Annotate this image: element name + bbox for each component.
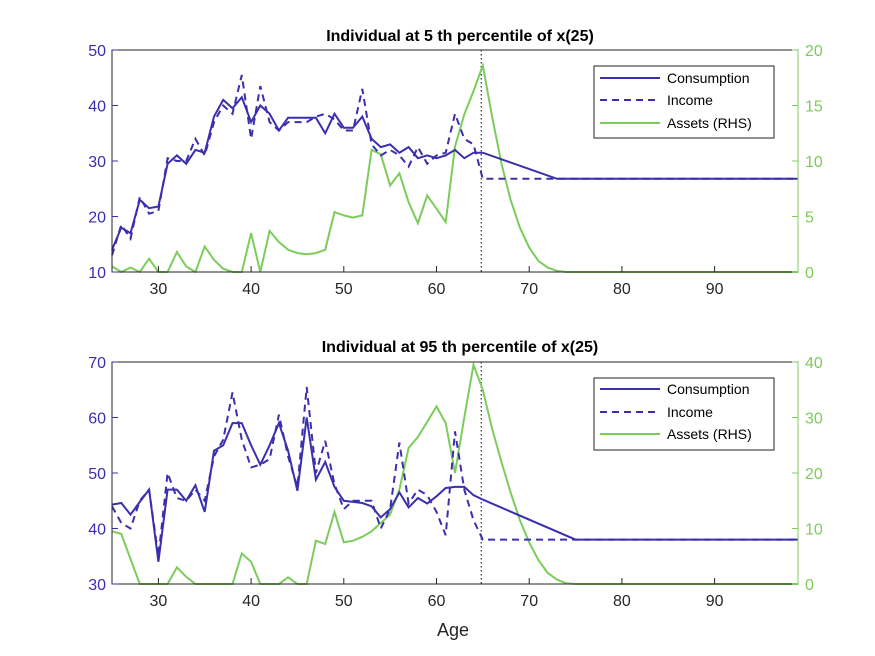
subplot-top-x-tick-label: 30 [150, 281, 168, 298]
subplot-top-left-tick-label: 40 [88, 99, 106, 116]
subplot-bottom-x-tick-label: 90 [706, 593, 724, 610]
subplot-top-left-axis: 10 20 30 40 50 [88, 43, 118, 282]
subplot-top-right-tick-label: 5 [805, 210, 814, 227]
subplot-bottom: Individual at 95 th percentile of x(25) … [88, 339, 823, 640]
subplot-top-x-tick-label: 50 [335, 281, 353, 298]
subplot-bottom-right-tick-label: 0 [805, 577, 814, 594]
subplot-bottom-left-tick-label: 50 [88, 466, 106, 483]
subplot-top-consumption-series [111, 95, 798, 251]
subplot-bottom-legend: Consumption Income Assets (RHS) [593, 377, 775, 451]
subplot-top-right-tick-label: 10 [805, 154, 823, 171]
subplot-top-left-tick-label: 10 [88, 265, 106, 282]
subplot-bottom-legend-assets-label: Assets (RHS) [667, 426, 752, 442]
subplot-bottom-right-tick-label: 40 [805, 355, 823, 372]
subplot-top-x-ticks: 30 40 50 60 70 80 90 [150, 266, 724, 298]
subplot-bottom-consumption-series [111, 417, 798, 562]
subplot-top-x-tick-label: 40 [242, 281, 260, 298]
subplot-top-x-tick-label: 70 [520, 281, 538, 298]
subplot-top-assets-series [111, 61, 798, 274]
subplot-top: Individual at 5 th percentile of x(25) 3… [88, 28, 823, 298]
subplot-top-plot-lines [111, 50, 798, 274]
subplot-bottom-legend-consumption-label: Consumption [667, 381, 750, 397]
subplot-bottom-left-tick-label: 30 [88, 577, 106, 594]
subplot-bottom-legend-income-label: Income [667, 404, 713, 420]
subplot-bottom-x-tick-label: 30 [150, 593, 168, 610]
subplot-top-right-axis: 0 5 10 15 20 [792, 43, 823, 282]
subplot-top-x-tick-label: 60 [428, 281, 446, 298]
subplot-bottom-x-tick-label: 50 [335, 593, 353, 610]
subplot-bottom-left-tick-label: 60 [88, 411, 106, 428]
subplot-bottom-left-axis: 30 40 50 60 70 [88, 355, 118, 594]
subplot-top-x-tick-label: 80 [613, 281, 631, 298]
subplot-top-left-tick-label: 20 [88, 210, 106, 227]
subplot-top-left-tick-label: 30 [88, 154, 106, 171]
subplot-bottom-right-axis: 0 10 20 30 40 [792, 355, 823, 594]
subplot-top-legend: Consumption Income Assets (RHS) [593, 65, 775, 139]
subplot-bottom-left-tick-label: 70 [88, 355, 106, 372]
subplot-top-x-tick-label: 90 [706, 281, 724, 298]
subplot-bottom-right-tick-label: 10 [805, 522, 823, 539]
subplot-bottom-income-series [111, 386, 798, 557]
subplot-top-right-tick-label: 15 [805, 99, 823, 116]
subplot-bottom-right-tick-label: 20 [805, 466, 823, 483]
subplot-top-left-tick-label: 50 [88, 43, 106, 60]
subplot-bottom-x-tick-label: 60 [428, 593, 446, 610]
subplot-bottom-plot-lines [111, 360, 798, 585]
subplot-bottom-right-tick-label: 30 [805, 411, 823, 428]
subplot-top-title: Individual at 5 th percentile of x(25) [326, 28, 594, 45]
subplot-top-right-tick-label: 0 [805, 265, 814, 282]
subplot-top-right-tick-label: 20 [805, 43, 823, 60]
subplot-bottom-title: Individual at 95 th percentile of x(25) [322, 339, 599, 356]
subplot-top-legend-consumption-label: Consumption [667, 70, 750, 86]
subplot-bottom-assets-series [111, 360, 798, 585]
subplot-top-legend-assets-label: Assets (RHS) [667, 115, 752, 131]
subplot-top-legend-income-label: Income [667, 92, 713, 108]
subplot-bottom-x-axis-label: Age [437, 620, 469, 640]
subplot-bottom-x-ticks: 30 40 50 60 70 80 90 [150, 578, 724, 610]
subplot-top-income-series [111, 74, 798, 256]
subplot-bottom-x-tick-label: 80 [613, 593, 631, 610]
subplot-bottom-x-tick-label: 40 [242, 593, 260, 610]
subplot-bottom-left-tick-label: 40 [88, 522, 106, 539]
subplot-bottom-x-tick-label: 70 [520, 593, 538, 610]
